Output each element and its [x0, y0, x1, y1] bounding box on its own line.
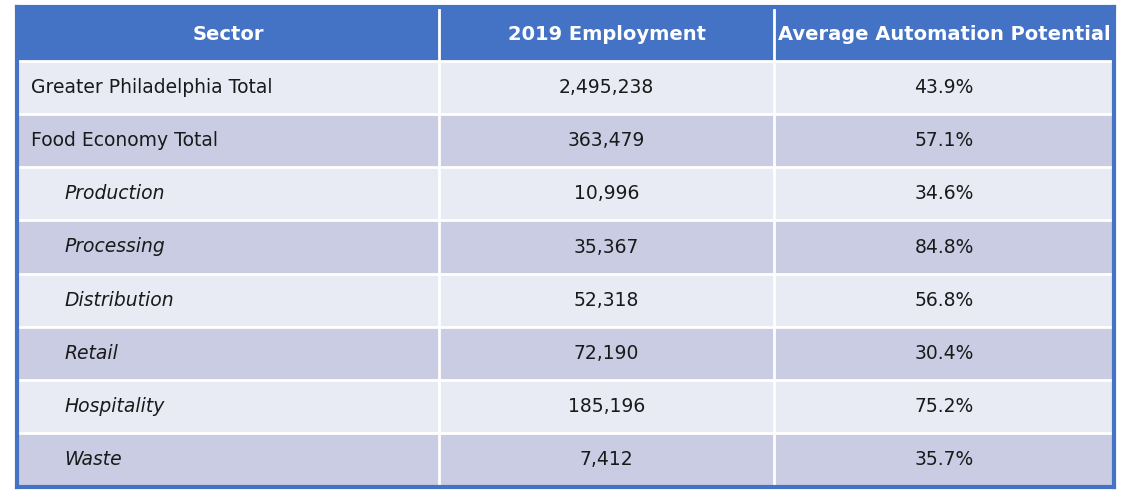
Text: 43.9%: 43.9%: [914, 78, 974, 97]
Text: Production: Production: [64, 184, 165, 203]
Bar: [439, 7, 774, 61]
Bar: [439, 61, 774, 114]
Text: 56.8%: 56.8%: [914, 291, 974, 310]
Bar: [17, 433, 439, 487]
Text: 363,479: 363,479: [568, 131, 646, 150]
Text: 2,495,238: 2,495,238: [559, 78, 654, 97]
Bar: [774, 61, 1114, 114]
Bar: [439, 327, 774, 380]
Bar: [17, 114, 439, 167]
Bar: [774, 220, 1114, 274]
Bar: [439, 433, 774, 487]
Bar: [774, 114, 1114, 167]
Bar: [439, 274, 774, 327]
Bar: [774, 167, 1114, 220]
Text: Hospitality: Hospitality: [64, 397, 165, 416]
Bar: [439, 220, 774, 274]
Text: 2019 Employment: 2019 Employment: [508, 25, 706, 43]
Bar: [17, 274, 439, 327]
Text: Greater Philadelphia Total: Greater Philadelphia Total: [31, 78, 273, 97]
Bar: [774, 380, 1114, 433]
Text: Processing: Processing: [64, 238, 165, 256]
Bar: [774, 274, 1114, 327]
Text: 75.2%: 75.2%: [914, 397, 974, 416]
Text: Retail: Retail: [64, 344, 119, 363]
Bar: [17, 220, 439, 274]
Text: 72,190: 72,190: [573, 344, 639, 363]
Text: 35.7%: 35.7%: [914, 451, 974, 469]
Text: 84.8%: 84.8%: [914, 238, 974, 256]
Text: Waste: Waste: [64, 451, 122, 469]
Text: Food Economy Total: Food Economy Total: [31, 131, 217, 150]
Bar: [439, 114, 774, 167]
Text: Average Automation Potential: Average Automation Potential: [778, 25, 1111, 43]
Bar: [17, 167, 439, 220]
Bar: [17, 7, 439, 61]
Bar: [439, 167, 774, 220]
Text: 10,996: 10,996: [573, 184, 639, 203]
Text: Sector: Sector: [192, 25, 264, 43]
Bar: [439, 380, 774, 433]
Bar: [774, 327, 1114, 380]
Text: Distribution: Distribution: [64, 291, 174, 310]
Text: 34.6%: 34.6%: [914, 184, 974, 203]
Bar: [17, 61, 439, 114]
Text: 185,196: 185,196: [568, 397, 646, 416]
Text: 7,412: 7,412: [580, 451, 633, 469]
Text: 30.4%: 30.4%: [914, 344, 974, 363]
Text: 52,318: 52,318: [573, 291, 639, 310]
Bar: [774, 7, 1114, 61]
Text: 57.1%: 57.1%: [914, 131, 974, 150]
Bar: [774, 433, 1114, 487]
Bar: [17, 327, 439, 380]
Text: 35,367: 35,367: [573, 238, 639, 256]
Bar: [17, 380, 439, 433]
